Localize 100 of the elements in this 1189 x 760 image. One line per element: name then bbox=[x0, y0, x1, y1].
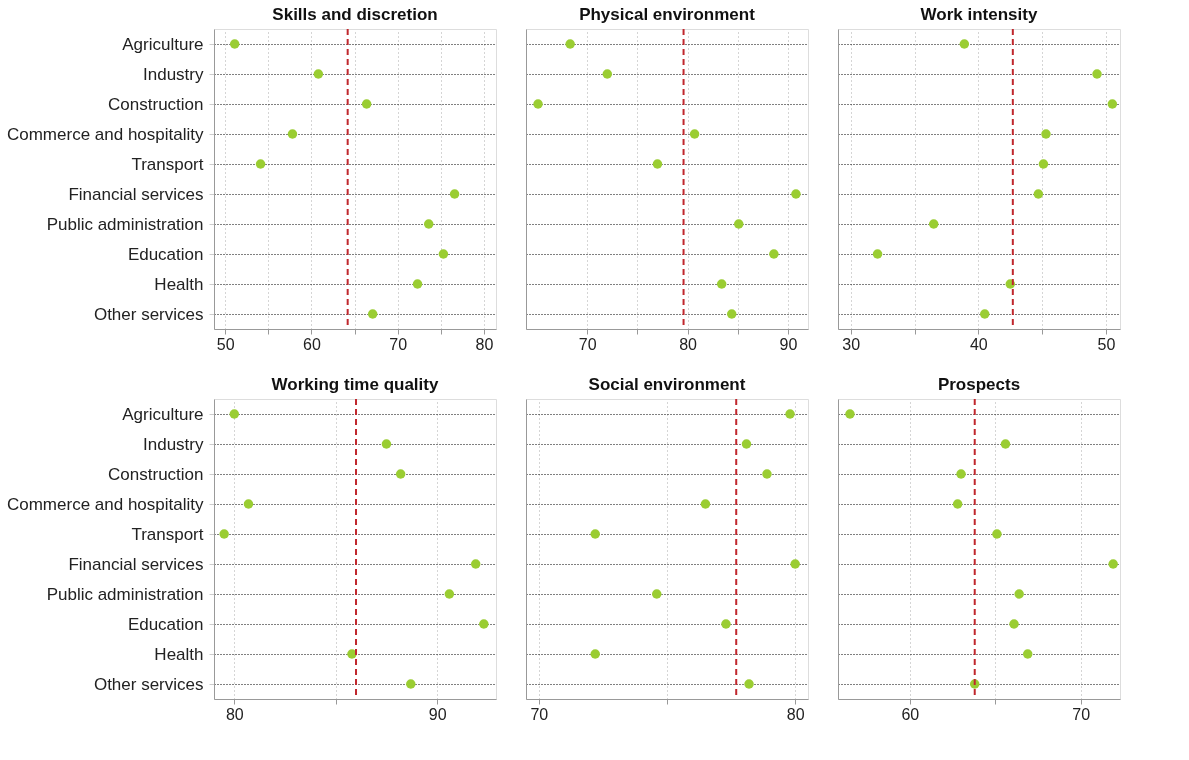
y-tick-label: Commerce and hospitality bbox=[6, 124, 204, 144]
x-tick-label: 60 bbox=[303, 335, 321, 353]
point bbox=[255, 159, 266, 169]
point bbox=[602, 69, 613, 79]
x-tick-label: 60 bbox=[901, 705, 920, 723]
point bbox=[412, 279, 423, 289]
x-tick-label: 70 bbox=[530, 705, 549, 723]
x-tick-label: 50 bbox=[216, 335, 235, 353]
point bbox=[980, 309, 990, 319]
point bbox=[1108, 559, 1118, 569]
point bbox=[1041, 129, 1051, 139]
point bbox=[1038, 159, 1049, 169]
y-tick-label: Transport bbox=[131, 154, 204, 174]
chart-title: Physical environment bbox=[579, 5, 756, 24]
point bbox=[790, 559, 800, 569]
point bbox=[406, 679, 416, 689]
point bbox=[590, 529, 600, 539]
point bbox=[1014, 589, 1024, 599]
point bbox=[444, 589, 455, 599]
y-tick-label: Agriculture bbox=[122, 404, 204, 424]
point bbox=[1033, 189, 1044, 199]
chart-title: Skills and discretion bbox=[272, 5, 438, 24]
point bbox=[470, 559, 481, 569]
point bbox=[381, 439, 392, 449]
point bbox=[361, 99, 372, 109]
y-tick-label: Commerce and hospitality bbox=[6, 494, 204, 514]
x-tick-label: 80 bbox=[475, 335, 494, 353]
point bbox=[438, 249, 449, 259]
y-tick-label: Other services bbox=[93, 304, 204, 324]
y-tick-label: Construction bbox=[108, 464, 204, 484]
point bbox=[992, 529, 1002, 539]
y-tick-label: Health bbox=[154, 274, 204, 294]
chart-title: Social environment bbox=[588, 375, 746, 394]
point bbox=[652, 159, 663, 169]
point bbox=[479, 619, 489, 629]
point bbox=[741, 439, 752, 449]
point bbox=[734, 219, 744, 229]
x-tick-label: 50 bbox=[1097, 335, 1116, 353]
point bbox=[721, 619, 731, 629]
point bbox=[652, 589, 662, 599]
y-tick-label: Construction bbox=[108, 94, 204, 114]
point bbox=[716, 279, 727, 289]
x-tick-label: 40 bbox=[969, 335, 988, 353]
point bbox=[1107, 99, 1118, 109]
point bbox=[243, 499, 254, 509]
x-tick-label: 70 bbox=[389, 335, 408, 353]
y-tick-label: Health bbox=[154, 644, 204, 664]
point bbox=[565, 39, 575, 49]
point bbox=[700, 499, 711, 509]
point bbox=[762, 469, 772, 479]
y-tick-label: Transport bbox=[131, 524, 204, 544]
point bbox=[928, 219, 939, 229]
y-tick-label: Financial services bbox=[68, 554, 204, 574]
point bbox=[1022, 649, 1033, 659]
point bbox=[726, 309, 737, 319]
chart-title: Prospects bbox=[937, 375, 1021, 394]
point bbox=[219, 529, 229, 539]
point bbox=[1000, 439, 1011, 449]
x-tick-label: 90 bbox=[779, 335, 798, 353]
point bbox=[959, 39, 970, 49]
point bbox=[791, 189, 801, 199]
point bbox=[1009, 619, 1019, 629]
y-tick-label: Industry bbox=[143, 64, 204, 84]
point bbox=[952, 499, 963, 509]
x-tick-label: 30 bbox=[842, 335, 861, 353]
chart-title: Working time quality bbox=[271, 375, 439, 394]
point bbox=[744, 679, 754, 689]
point bbox=[287, 129, 298, 139]
y-tick-label: Industry bbox=[143, 434, 204, 454]
point bbox=[395, 469, 406, 479]
x-tick-label: 90 bbox=[428, 705, 447, 723]
y-tick-label: Public administration bbox=[46, 214, 204, 234]
point bbox=[689, 129, 700, 139]
point bbox=[872, 249, 883, 259]
point bbox=[313, 69, 324, 79]
point bbox=[785, 409, 795, 419]
point bbox=[1092, 69, 1102, 79]
point bbox=[449, 189, 460, 199]
y-tick-label: Education bbox=[127, 244, 204, 264]
point bbox=[845, 409, 855, 419]
point bbox=[590, 649, 600, 659]
y-tick-label: Education bbox=[127, 614, 204, 634]
point bbox=[533, 99, 543, 109]
x-tick-label: 70 bbox=[578, 335, 597, 353]
point bbox=[229, 409, 240, 419]
y-tick-label: Financial services bbox=[68, 184, 204, 204]
point bbox=[956, 469, 966, 479]
point bbox=[229, 39, 240, 49]
point bbox=[347, 649, 357, 659]
x-tick-label: 80 bbox=[786, 705, 805, 723]
y-tick-label: Agriculture bbox=[122, 34, 204, 54]
x-tick-label: 80 bbox=[225, 705, 244, 723]
point bbox=[367, 309, 378, 319]
chart-title: Work intensity bbox=[920, 5, 1038, 24]
y-tick-label: Other services bbox=[93, 674, 204, 694]
point bbox=[769, 249, 779, 259]
y-tick-label: Public administration bbox=[46, 584, 204, 604]
point bbox=[423, 219, 434, 229]
x-tick-label: 80 bbox=[679, 335, 698, 353]
x-tick-label: 70 bbox=[1072, 705, 1091, 723]
